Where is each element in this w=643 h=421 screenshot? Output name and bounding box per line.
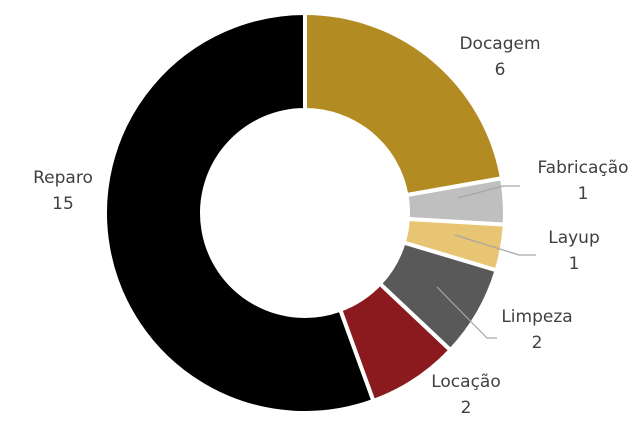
data-label-value-limpeza: 2 bbox=[532, 333, 543, 353]
data-label-name-limpeza: Limpeza bbox=[501, 307, 572, 327]
leader-line-limpeza bbox=[436, 286, 497, 339]
leader-lines-group bbox=[436, 185, 536, 339]
data-label-value-reparo: 15 bbox=[52, 194, 74, 214]
data-label-name-fabricacao: Fabricação bbox=[537, 158, 628, 178]
data-label-name-reparo: Reparo bbox=[33, 168, 93, 188]
data-label-value-locacao: 2 bbox=[461, 398, 472, 418]
data-label-value-docagem: 6 bbox=[495, 60, 506, 80]
data-label-value-fabricacao: 1 bbox=[578, 184, 589, 204]
slices-group bbox=[103, 11, 507, 415]
slice-reparo bbox=[103, 11, 376, 415]
data-label-name-locacao: Locação bbox=[431, 372, 501, 392]
leader-line-fabricacao bbox=[457, 185, 520, 199]
data-label-value-layup: 1 bbox=[569, 254, 580, 274]
labels-group: Docagem 6 Fabricação 1 Layup 1 Limpeza 2 Locação… bbox=[33, 34, 628, 418]
leader-line-layup bbox=[454, 234, 536, 256]
data-label-name-docagem: Docagem bbox=[459, 34, 540, 54]
data-label-name-layup: Layup bbox=[548, 228, 600, 248]
slice-docagem bbox=[303, 11, 504, 198]
